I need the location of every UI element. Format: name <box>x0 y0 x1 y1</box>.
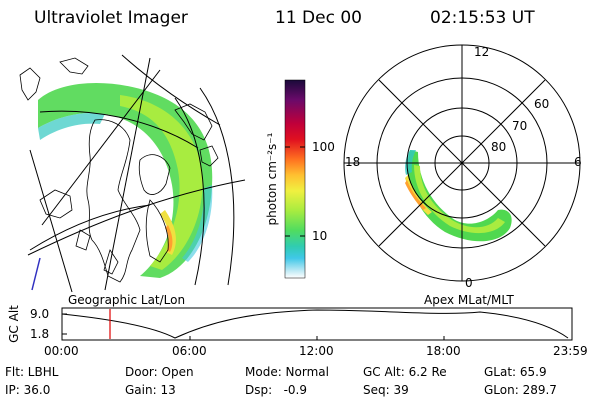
timeline-x-tick: 23:59 <box>553 344 588 358</box>
terminator-line <box>31 257 41 291</box>
timeline-y-tick: 1.8 <box>30 327 50 341</box>
glon-info: GLon: 289.7 <box>484 383 557 397</box>
mlt-label-6: 6 <box>574 155 582 169</box>
door-info: Door: Open <box>125 365 194 379</box>
left-panel-caption: Geographic Lat/Lon <box>68 293 186 307</box>
geographic-map <box>19 54 246 293</box>
polar-plot <box>343 44 581 282</box>
timeline-x-tick: 12:00 <box>299 344 334 358</box>
seq-info: Seq: 39 <box>363 383 409 397</box>
right-panel-caption: Apex MLat/MLT <box>424 293 514 307</box>
dsp-info: Dsp: -0.9 <box>245 383 308 397</box>
altitude-curve <box>61 309 569 339</box>
gain-info: Gain: 13 <box>125 383 176 397</box>
mlt-label-18: 18 <box>345 155 361 169</box>
coastlines <box>19 57 219 283</box>
mlat-label-60: 60 <box>534 97 550 111</box>
colorbar-tick: 100 <box>312 140 335 154</box>
timeline-axis-label: GC Alt <box>7 305 21 343</box>
altitude-timeline <box>61 307 573 341</box>
colorbar <box>284 79 306 279</box>
image-time: 02:15:53 UT <box>430 8 535 28</box>
mlt-label-0: 0 <box>465 276 473 290</box>
colorbar-tick: 10 <box>312 229 328 243</box>
mlat-label-80: 80 <box>491 140 507 154</box>
lat-lon-grid <box>27 54 246 293</box>
glat-info: GLat: 65.9 <box>484 365 547 379</box>
instrument-title: Ultraviolet Imager <box>34 8 188 28</box>
timeline-x-tick: 18:00 <box>426 344 461 358</box>
ip-info: IP: 36.0 <box>5 383 51 397</box>
mlt-label-12: 12 <box>474 45 490 59</box>
image-date: 11 Dec 00 <box>275 8 362 28</box>
mode-info: Mode: Normal <box>245 365 329 379</box>
mlat-label-70: 70 <box>512 119 528 133</box>
colorbar-label: photon cm⁻²s⁻¹ <box>265 132 279 226</box>
gc-alt-info: GC Alt: 6.2 Re <box>363 365 447 379</box>
aurora-geographic <box>38 82 213 278</box>
timeline-y-tick: 9.0 <box>30 307 50 321</box>
filter-info: Flt: LBHL <box>5 365 59 379</box>
aurora-polar <box>405 150 512 242</box>
timeline-x-tick: 06:00 <box>172 344 207 358</box>
timeline-x-tick: 00:00 <box>44 344 79 358</box>
